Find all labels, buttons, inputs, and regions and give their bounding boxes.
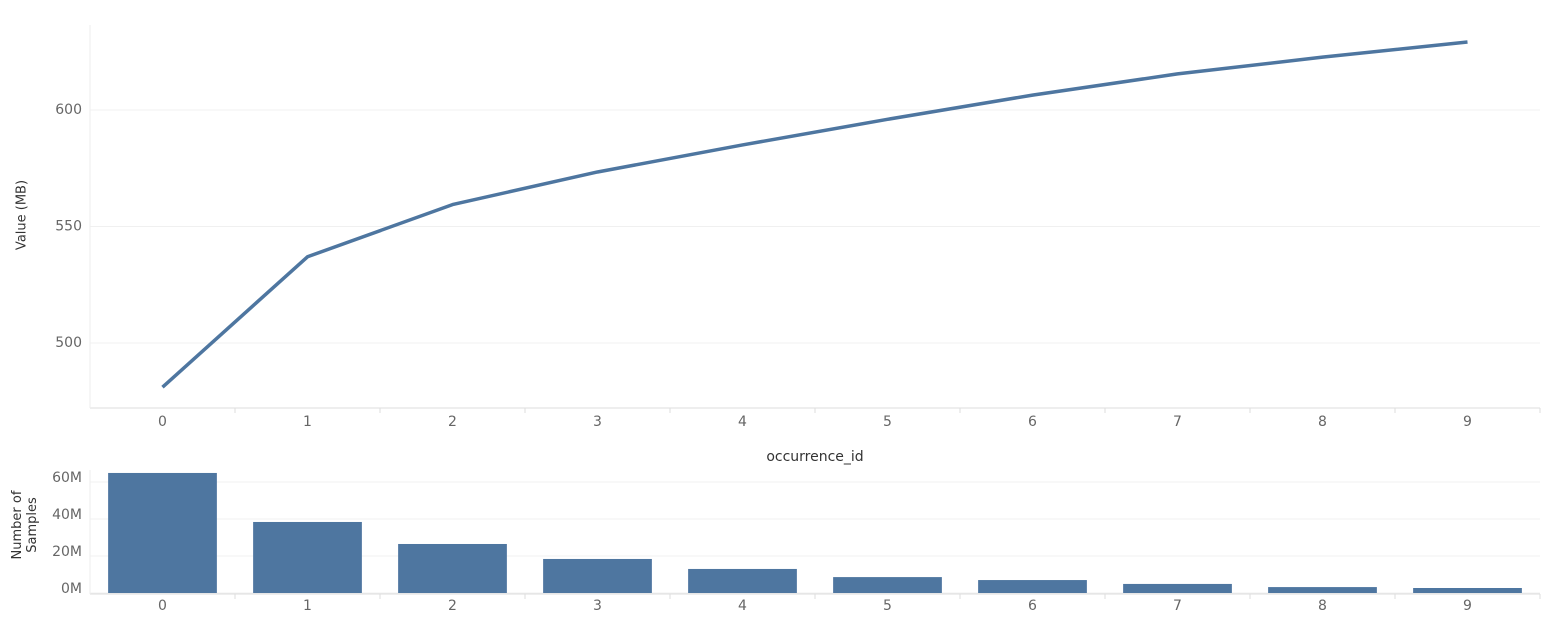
bar [688, 568, 797, 593]
x-tick-label: 4 [738, 598, 747, 614]
bar [1123, 583, 1232, 593]
x-tick-label: 5 [883, 598, 892, 614]
bar [1268, 587, 1377, 593]
bar [543, 558, 652, 593]
y-tick-label: 20M [52, 544, 82, 560]
y-tick-label: 550 [55, 218, 82, 234]
x-tick-label: 0 [158, 598, 167, 614]
x-tick-label: 0 [158, 414, 167, 430]
y-tick-label: 600 [55, 102, 82, 118]
bar [978, 580, 1087, 593]
x-tick-label: 7 [1173, 414, 1182, 430]
x-tick-label: 8 [1318, 414, 1327, 430]
y-tick-label: 500 [55, 335, 82, 351]
x-tick-label: 1 [303, 598, 312, 614]
x-tick-label: 3 [593, 598, 602, 614]
bar [398, 543, 507, 593]
y-tick-label: 60M [52, 470, 82, 486]
x-tick-label: 7 [1173, 598, 1182, 614]
x-tick-label: 9 [1463, 598, 1472, 614]
y-tick-label: 0M [61, 581, 82, 597]
x-tick-label: 4 [738, 414, 747, 430]
x-tick-label: 3 [593, 414, 602, 430]
x-axis-label: occurrence_id [766, 449, 863, 465]
x-tick-label: 9 [1463, 414, 1472, 430]
y-tick-label: 40M [52, 507, 82, 523]
bar [253, 521, 362, 593]
x-tick-label: 6 [1028, 414, 1037, 430]
x-tick-label: 2 [448, 414, 457, 430]
x-tick-label: 5 [883, 414, 892, 430]
line-series [161, 40, 1468, 389]
bar [108, 472, 217, 593]
y-axis-label: Number of Samples [10, 490, 40, 560]
y-axis-label: Value (MB) [15, 180, 30, 250]
x-tick-label: 1 [303, 414, 312, 430]
x-tick-label: 8 [1318, 598, 1327, 614]
bar [833, 577, 942, 593]
x-tick-label: 2 [448, 598, 457, 614]
bar [1413, 588, 1522, 593]
x-tick-label: 6 [1028, 598, 1037, 614]
